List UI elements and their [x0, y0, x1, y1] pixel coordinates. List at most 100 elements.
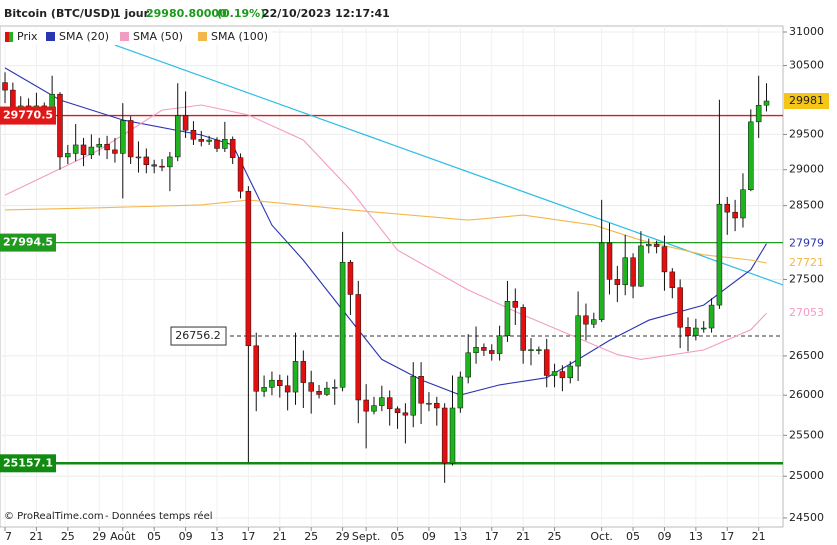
x-tick-label: Sept.: [352, 530, 381, 543]
candle-body: [481, 347, 487, 351]
sma-value-box: [784, 235, 837, 252]
x-tick-label: 09: [657, 530, 671, 543]
x-tick-label: Août: [110, 530, 136, 543]
x-tick-label: 25: [548, 530, 562, 543]
candle-body: [583, 315, 589, 325]
datetime: 22/10/2023 12:17:41: [262, 7, 390, 20]
header: Bitcoin (BTC/USD) 1 jour 29980.80000 (0.…: [4, 7, 390, 20]
candle-body: [528, 349, 534, 351]
x-tick-label: 13: [210, 530, 224, 543]
x-tick-label: 13: [689, 530, 703, 543]
candle-body: [174, 115, 181, 158]
y-tick-label: 27500: [789, 272, 824, 285]
price-box: [784, 93, 829, 110]
candle-body: [661, 246, 668, 273]
x-tick-label: 7: [5, 530, 12, 543]
candle-body: [339, 261, 346, 388]
candle-body: [724, 203, 731, 213]
candle-body: [763, 100, 770, 106]
candle-body: [347, 261, 354, 295]
candle-body: [229, 139, 236, 158]
candle-body: [512, 301, 519, 308]
level-label-box: [170, 326, 227, 346]
candle-body: [543, 349, 550, 376]
y-tick-label: 29000: [789, 163, 824, 176]
candle-body: [700, 327, 707, 330]
change: (0.19%): [217, 7, 265, 20]
x-tick-label: 13: [453, 530, 467, 543]
level-label: 29770.5: [3, 109, 53, 122]
candle-body: [72, 144, 79, 154]
candle-body: [551, 371, 558, 376]
candle-body: [677, 287, 683, 328]
x-tick-label: 21: [516, 530, 530, 543]
x-tick-label: Oct.: [590, 530, 613, 543]
sma-value-label: 27721: [789, 256, 824, 269]
sma-line: [4, 199, 767, 264]
candle-body: [488, 350, 495, 354]
legend-swatch: [120, 32, 129, 41]
candle-body: [379, 397, 385, 406]
x-tick-label: 21: [273, 530, 287, 543]
plot: [0, 44, 783, 483]
candle-body: [80, 144, 87, 156]
candle-body: [496, 335, 503, 354]
level-label: 26756.2: [175, 329, 221, 342]
y-tick-label: 30500: [789, 59, 824, 72]
candle-body: [559, 371, 566, 379]
candle-body: [394, 408, 401, 414]
candle-body: [606, 242, 613, 280]
y-tick-label: 24500: [789, 511, 824, 524]
candle-body: [504, 301, 511, 336]
period: 1 jour: [113, 7, 150, 20]
footer-note: - Données temps réel: [105, 510, 213, 522]
y-tick-label: 28500: [789, 199, 824, 212]
candle-body: [261, 387, 267, 392]
legend-label[interactable]: SMA (100): [211, 30, 268, 43]
x-tick-label: 25: [61, 530, 75, 543]
y-tick-label: 26000: [789, 388, 824, 401]
candle-body: [693, 327, 699, 336]
candle-body: [206, 139, 212, 142]
candle-body: [159, 165, 165, 168]
y-tick-label: 29500: [789, 127, 824, 140]
candle-body: [638, 245, 644, 287]
legend-swatch: [198, 32, 207, 41]
candle-body: [449, 407, 456, 464]
legend-label[interactable]: Prix: [17, 30, 38, 43]
candle-body: [630, 257, 636, 287]
candle-body: [120, 120, 126, 154]
candle-body: [591, 319, 597, 325]
x-tick-label: 05: [391, 530, 405, 543]
footer-source: © ProRealTime.com: [4, 511, 104, 522]
candle-body: [10, 89, 16, 110]
candle-body: [316, 391, 322, 395]
x-tick-label: 25: [304, 530, 318, 543]
candle-body: [96, 143, 102, 148]
candle-body: [88, 146, 95, 156]
x-tick-label: 17: [720, 530, 734, 543]
candle-body: [669, 271, 676, 288]
x-tick-label: 21: [29, 530, 43, 543]
legend-label[interactable]: SMA (20): [59, 30, 109, 43]
level-label: 27994.5: [3, 236, 53, 249]
y-tick-label: 25500: [789, 428, 824, 441]
legend-label[interactable]: SMA (50): [133, 30, 183, 43]
candle-body: [269, 379, 275, 388]
candle-body: [418, 376, 424, 404]
x-tick-label: 17: [241, 530, 255, 543]
level-label-box: [0, 106, 56, 125]
candle-body: [57, 93, 63, 158]
y-tick-label: 26500: [789, 349, 824, 362]
candle-body: [473, 347, 479, 354]
candle-body: [331, 387, 338, 389]
candle-body: [598, 242, 605, 320]
candle-body: [748, 121, 754, 191]
x-tick-label: 05: [147, 530, 161, 543]
candle-body: [167, 156, 173, 168]
x-tick-label: 29: [336, 530, 350, 543]
candle-body: [614, 279, 621, 285]
candle-body: [300, 361, 307, 383]
x-tick-label: 29: [92, 530, 106, 543]
sma-value-box: [784, 305, 837, 322]
